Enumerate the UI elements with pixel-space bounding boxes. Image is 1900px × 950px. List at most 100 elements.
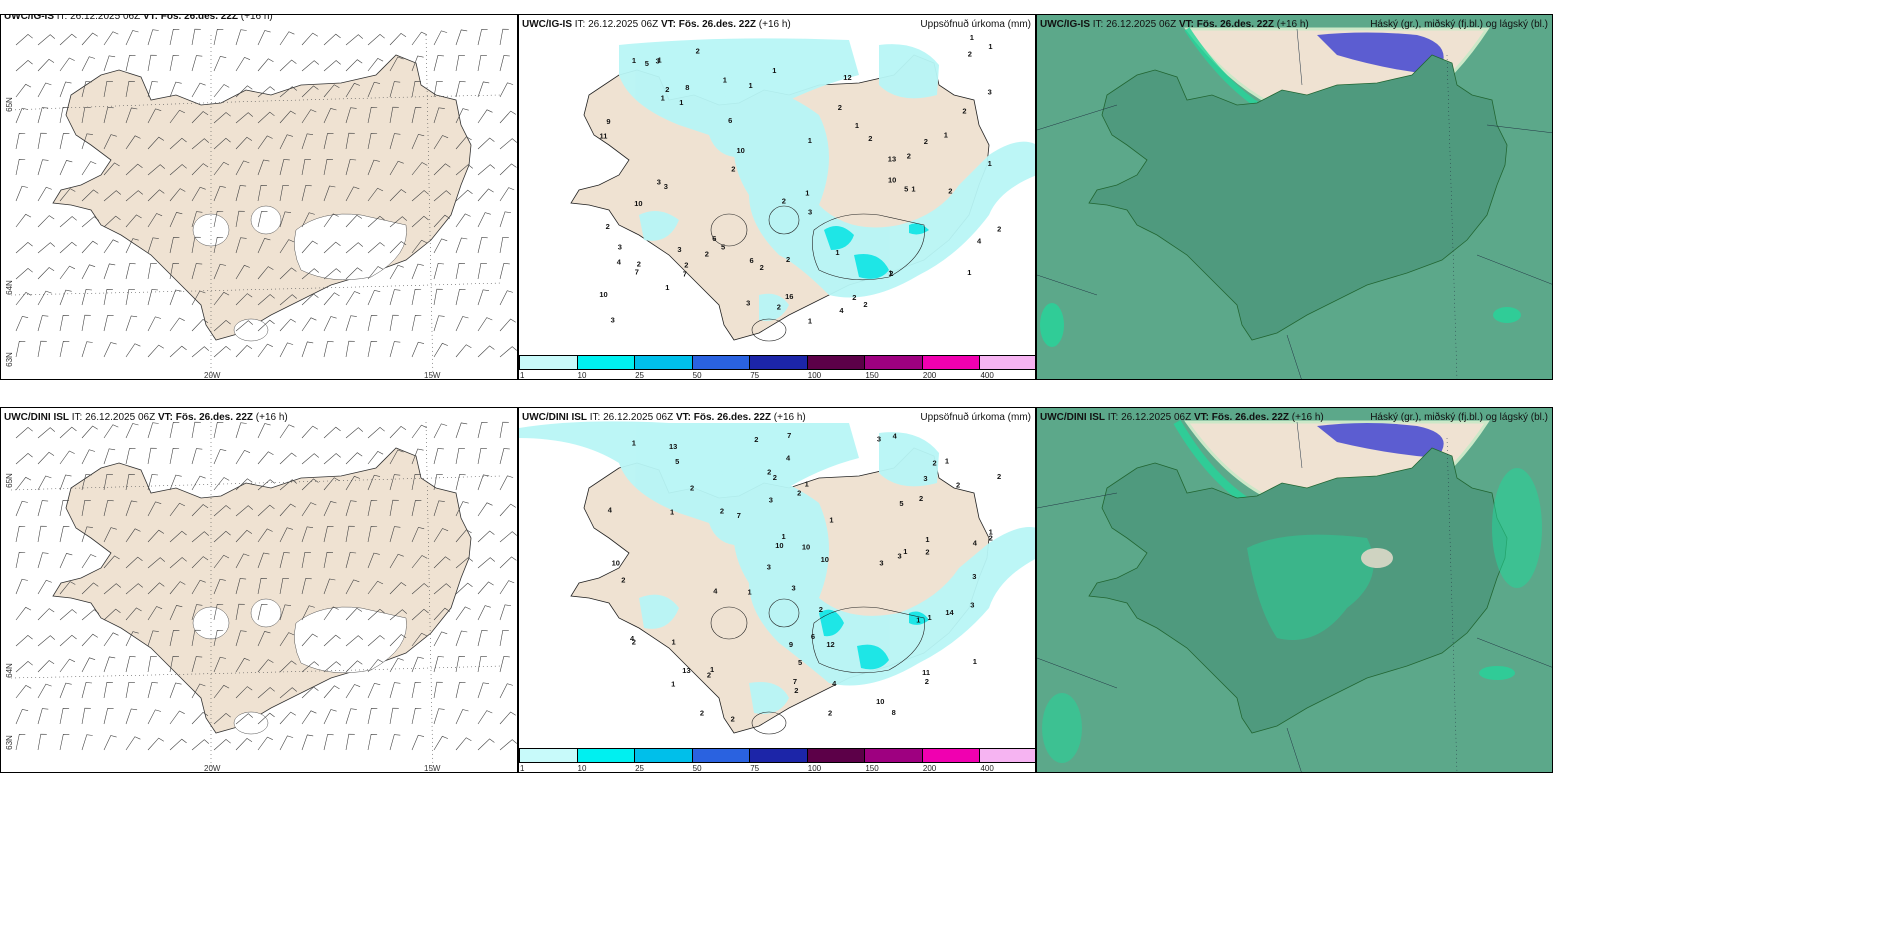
wind-barb xyxy=(455,606,471,621)
wind-barb xyxy=(37,475,52,491)
wind-barb xyxy=(345,214,363,228)
precip-value-label: 14 xyxy=(945,608,954,617)
wind-barb xyxy=(389,582,407,595)
wind-barb xyxy=(103,448,116,465)
colorbar-swatch xyxy=(749,356,807,369)
wind-barb xyxy=(81,216,99,228)
wind-barb xyxy=(15,340,26,358)
wind-barb xyxy=(455,81,466,98)
colorbar-swatch xyxy=(519,749,577,762)
wind-barb xyxy=(213,554,230,569)
wind-barb xyxy=(37,132,47,150)
precip-value-label: 1 xyxy=(805,479,809,488)
wind-barb xyxy=(411,190,429,202)
wind-barb xyxy=(279,503,296,517)
wind-barb xyxy=(477,474,490,491)
wind-barb xyxy=(59,426,77,439)
wind-barb xyxy=(455,557,473,569)
precip-value-label: 10 xyxy=(612,558,620,567)
wind-barb xyxy=(125,656,136,673)
wind-barb xyxy=(147,630,159,647)
wind-barb xyxy=(411,215,429,228)
wind-barb xyxy=(477,682,490,699)
wind-barb xyxy=(257,294,275,306)
wind-barb xyxy=(323,426,341,439)
wind-barb xyxy=(279,604,292,621)
precip-value-label: 9 xyxy=(606,117,610,126)
wind-barb xyxy=(367,132,378,150)
precip-value-label: 3 xyxy=(877,434,881,443)
wind-barb xyxy=(59,609,77,621)
wind-barb xyxy=(323,501,337,517)
cloud-panel-bottom: UWC/DINI ISL IT: 26.12.2025 06Z VT: Fös.… xyxy=(1036,407,1553,773)
colorbar-tick-label: 150 xyxy=(865,371,879,380)
wind-barb xyxy=(37,608,55,621)
wind-barb xyxy=(213,739,231,751)
precip-value-label: 2 xyxy=(962,107,966,116)
wind-barb xyxy=(411,162,428,176)
wind-barb xyxy=(213,656,227,673)
precip-value-label: 2 xyxy=(684,261,688,270)
wind-barb xyxy=(191,579,206,595)
wind-barb xyxy=(257,86,275,98)
wind-barb xyxy=(455,189,473,202)
wind-barb xyxy=(323,734,334,751)
precip-value-label: 10 xyxy=(876,697,884,706)
wind-barb xyxy=(345,291,361,306)
wind-barb xyxy=(433,681,443,699)
wind-barb xyxy=(257,111,275,124)
precip-value-label: 6 xyxy=(728,116,732,125)
wind-barb xyxy=(125,343,141,358)
precip-value-label: 10 xyxy=(599,290,607,299)
wind-barb xyxy=(477,188,494,202)
wind-barb xyxy=(125,583,143,595)
wind-barb xyxy=(191,656,203,673)
wind-barb xyxy=(191,739,209,751)
wind-barb xyxy=(345,452,363,465)
precip-value-label: 2 xyxy=(852,293,856,302)
wind-barb xyxy=(345,552,357,569)
precip-value-label: 1 xyxy=(658,55,662,64)
precip-value-label: 3 xyxy=(769,495,773,504)
precip-value-label: 1 xyxy=(670,508,674,517)
wind-barb xyxy=(279,267,297,280)
wind-barb xyxy=(81,633,98,647)
precip-value-label: 2 xyxy=(797,489,801,498)
wind-barb xyxy=(103,215,121,228)
wind-barb xyxy=(125,682,135,699)
wind-barb xyxy=(37,427,55,439)
wind-barb xyxy=(103,342,117,358)
wind-barb xyxy=(433,288,443,306)
wind-barb xyxy=(257,451,274,465)
wind-barb xyxy=(455,108,469,124)
precip-value-label: 2 xyxy=(933,459,937,468)
wind-barb xyxy=(389,241,407,254)
colorbar-swatch xyxy=(806,749,865,762)
wind-barb xyxy=(301,526,314,543)
wind-map-top xyxy=(10,28,517,379)
precip-value-label: 1 xyxy=(805,188,809,197)
wind-barb xyxy=(499,163,517,176)
wind-barb xyxy=(367,552,380,569)
wind-barb xyxy=(147,344,164,358)
colorbar-tick-label: 50 xyxy=(692,764,702,773)
wind-barb xyxy=(367,58,384,72)
wind-barb xyxy=(213,346,231,358)
wind-barb xyxy=(257,319,275,332)
wind-barb xyxy=(367,682,381,699)
precip-value-label: 2 xyxy=(956,480,960,489)
wind-barb xyxy=(367,81,381,98)
wind-barb xyxy=(15,158,26,176)
precip-value-label: 2 xyxy=(690,484,694,493)
wind-barb xyxy=(389,426,407,439)
wind-barb xyxy=(37,708,49,725)
wind-barb xyxy=(367,635,385,647)
wind-barb xyxy=(499,531,517,543)
wind-barb xyxy=(147,108,162,124)
wind-barb xyxy=(411,656,424,673)
wind-barb xyxy=(191,186,206,202)
colorbar-tick-label: 1 xyxy=(520,371,525,380)
wind-barb xyxy=(345,34,363,46)
wind-barb xyxy=(15,213,32,228)
